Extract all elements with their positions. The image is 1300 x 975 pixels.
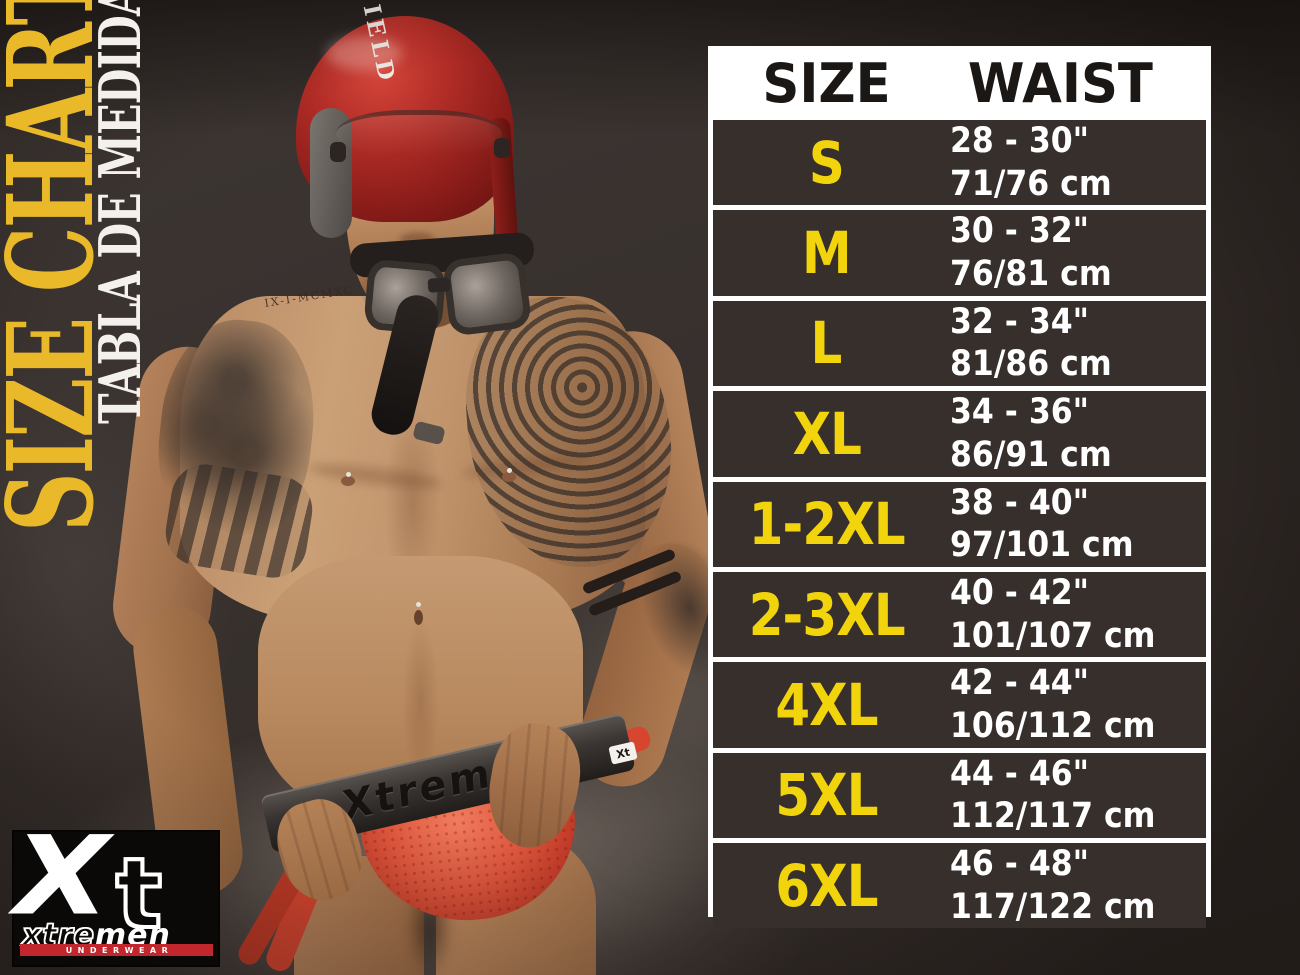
size-cell: 6XL <box>775 851 878 920</box>
waist-cell: 46 - 48" 117/122 cm <box>949 844 1156 927</box>
size-cell: M <box>801 219 852 288</box>
logo-underwear-text: UNDERWEAR <box>65 945 174 955</box>
table-row: M 30 - 32" 76/81 cm <box>713 210 1206 296</box>
waist-cell: 28 - 30" 71/76 cm <box>949 121 1112 204</box>
logo-underwear-bar: UNDERWEAR <box>20 944 213 956</box>
waist-cell: 42 - 44" 106/112 cm <box>949 663 1156 746</box>
nipple-piercing <box>502 472 516 482</box>
piercing-glint <box>507 468 512 473</box>
size-cell: L <box>810 309 843 378</box>
size-cell: 2-3XL <box>748 580 905 649</box>
nipple-piercing <box>341 476 355 486</box>
waist-cell: 30 - 32" 76/81 cm <box>949 211 1112 295</box>
table-row: 6XL 46 - 48" 117/122 cm <box>713 843 1206 929</box>
table-row: S 28 - 30" 71/76 cm <box>713 120 1206 206</box>
piercing-glint <box>346 472 351 477</box>
waist-cell: 34 - 36" 86/91 cm <box>949 392 1112 475</box>
visor-knob <box>330 142 346 162</box>
size-table-header: SIZE WAIST <box>713 51 1206 115</box>
goggles-bridge <box>427 277 451 293</box>
helmet-visor <box>336 110 502 157</box>
table-row: 4XL 42 - 44" 106/112 cm <box>713 662 1206 748</box>
navel-piercing <box>414 610 423 625</box>
goggles-right-lens <box>441 251 533 337</box>
size-cell: 4XL <box>775 670 878 739</box>
waist-cell: 32 - 34" 81/86 cm <box>949 301 1112 385</box>
page-title-spanish: TABLA DE MEDIDAS <box>87 0 154 425</box>
waist-cell: 38 - 40" 97/101 cm <box>949 482 1134 566</box>
table-row: XL 34 - 36" 86/91 cm <box>713 391 1206 477</box>
logo-x-letter: X <box>14 813 110 940</box>
waist-cell: 40 - 42" 101/107 cm <box>949 572 1156 656</box>
size-cell: S <box>808 128 845 197</box>
piercing-glint <box>416 602 421 607</box>
waist-column-header: WAIST <box>967 51 1153 115</box>
table-row: 2-3XL 40 - 42" 101/107 cm <box>713 571 1206 658</box>
size-table: SIZE WAIST S 28 - 30" 71/76 cm M 30 - 32"… <box>708 46 1211 929</box>
visor-knob <box>494 138 510 158</box>
waist-cell: 44 - 46" 112/117 cm <box>949 753 1156 837</box>
table-row: L 32 - 34" 81/86 cm <box>713 300 1206 387</box>
table-row: 1-2XL 38 - 40" 97/101 cm <box>713 481 1206 567</box>
table-row: 5XL 44 - 46" 112/117 cm <box>713 752 1206 838</box>
size-cell: 5XL <box>775 761 878 830</box>
size-cell: 1-2XL <box>748 490 905 559</box>
size-column-header: SIZE <box>762 51 891 115</box>
size-cell: XL <box>792 399 861 468</box>
